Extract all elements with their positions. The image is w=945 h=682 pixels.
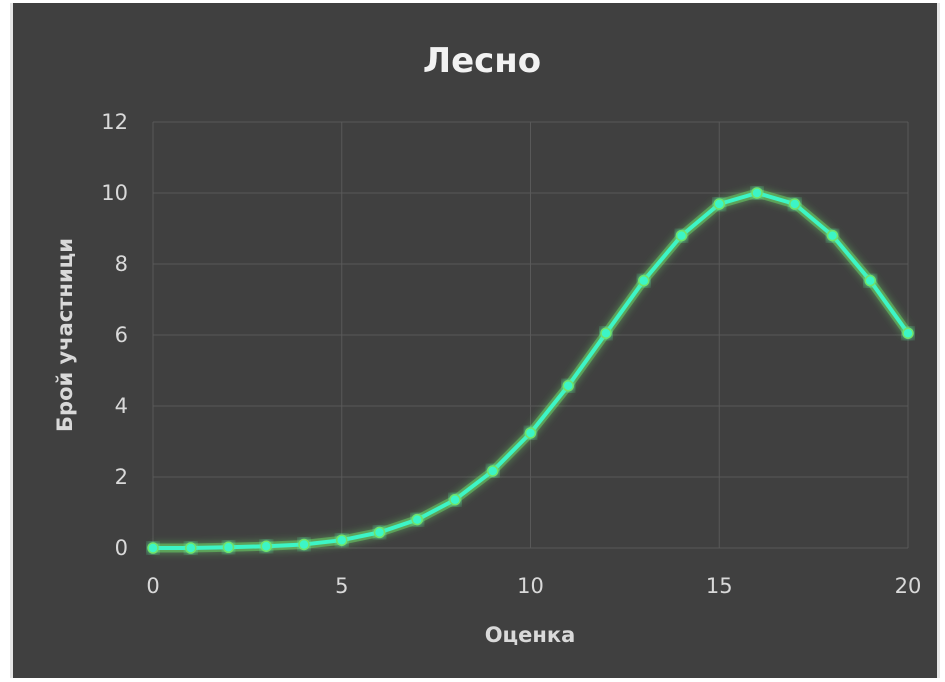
y-tick-label: 2 (115, 465, 128, 489)
x-axis-ticks: 0 5 10 15 20 (146, 574, 921, 598)
y-tick-label: 10 (101, 181, 128, 205)
data-point (449, 493, 461, 506)
data-point (713, 198, 725, 210)
data-point (147, 542, 159, 554)
data-point (638, 274, 650, 287)
x-tick-label: 10 (517, 574, 544, 598)
data-point (524, 427, 537, 439)
data-point (298, 538, 310, 551)
y-axis-ticks: 0 2 4 6 8 10 12 (101, 110, 128, 560)
data-point (260, 540, 272, 552)
data-point (751, 187, 763, 199)
y-tick-label: 0 (115, 536, 128, 560)
x-tick-label: 5 (335, 574, 348, 598)
data-point (600, 327, 612, 339)
data-point (222, 541, 235, 554)
data-point (826, 229, 839, 242)
gridlines (152, 121, 909, 549)
data-point (487, 465, 499, 477)
data-point (902, 327, 914, 339)
data-point (185, 542, 197, 554)
series-layer (147, 187, 914, 554)
chart-area (10, 3, 940, 678)
y-tick-label: 4 (115, 394, 128, 418)
y-tick-label: 12 (101, 110, 128, 134)
data-point (675, 229, 688, 242)
data-point (562, 380, 574, 392)
y-axis-label: Брой участници (53, 238, 77, 432)
x-tick-label: 0 (146, 574, 159, 598)
data-point (864, 274, 876, 287)
data-point (373, 526, 386, 539)
x-tick-label: 15 (706, 574, 733, 598)
y-tick-label: 6 (115, 323, 128, 347)
data-point (336, 534, 348, 546)
chart-title: Лесно (423, 41, 541, 81)
x-axis-label: Оценка (485, 623, 576, 647)
y-tick-label: 8 (115, 252, 128, 276)
x-tick-label: 20 (895, 574, 922, 598)
data-point (411, 513, 423, 526)
data-point (789, 198, 801, 210)
